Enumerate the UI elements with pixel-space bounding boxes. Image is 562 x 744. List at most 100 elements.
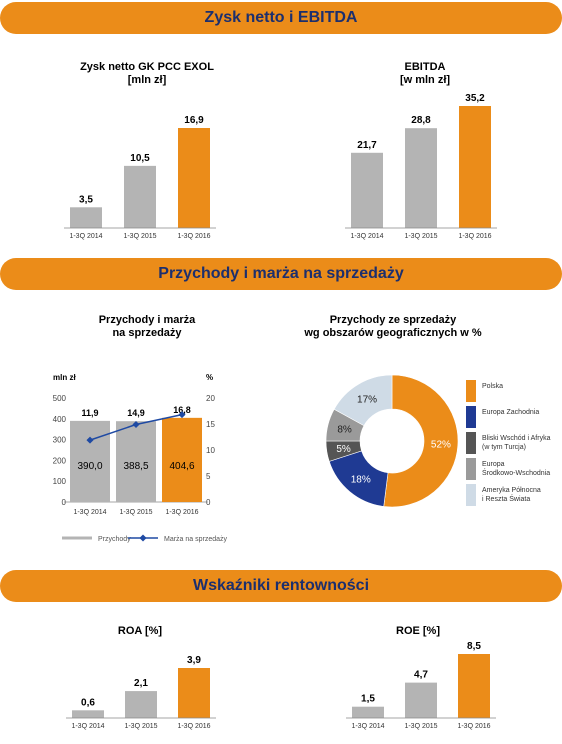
section-banner-profit: Zysk netto i EBITDA	[0, 2, 562, 34]
pie-legend-label-line1: Europa Zachodnia	[482, 409, 540, 416]
rev-bar	[162, 417, 202, 502]
ebitda-data-label: 21,7	[357, 140, 377, 151]
rev-y2-tick-label: 10	[206, 446, 215, 455]
pie-legend-label: Europa Zachodnia	[482, 406, 539, 417]
rev-y2-tick-label: 20	[206, 394, 215, 403]
section-title-revenue: Przychody i marża na sprzedaży	[158, 265, 404, 282]
net-subtitle: [mln zł]	[128, 74, 167, 86]
pie-legend-label-line2: (w tym Turcja)	[482, 444, 526, 451]
roe-data-label: 4,7	[414, 670, 428, 681]
rev-y-tick-label: 100	[53, 477, 67, 486]
section-title-profitability: Wskaźniki rentowności	[192, 577, 370, 594]
ebitda-bar	[459, 106, 491, 228]
pie-legend: Polska Europa Zachodnia Bliski Wschód i Af…	[466, 380, 560, 520]
roe-bar	[405, 682, 437, 718]
pie-legend-item: Europa Środkowo-Wschodnia	[466, 458, 560, 480]
section-banner-revenue: Przychody i marża na sprzedaży	[0, 258, 562, 290]
ebitda-bar	[351, 152, 383, 228]
rev-x-tick-label: 1-3Q 2016	[165, 509, 198, 516]
roa-data-label: 3,9	[187, 655, 201, 666]
pie-legend-swatch	[466, 406, 476, 428]
ebitda-data-label: 28,8	[411, 115, 431, 126]
rev-subtitle: na sprzedaży	[112, 327, 182, 339]
net-data-label: 3,5	[79, 194, 93, 205]
pie-legend-label-line2: i Reszta Świata	[482, 496, 531, 503]
rev-margin-label: 16,8	[173, 405, 191, 415]
geo-subtitle: wg obszarów geograficznych w %	[303, 327, 481, 339]
pie-legend-swatch	[466, 380, 476, 402]
rev-left-unit: mln zł	[53, 373, 76, 382]
rev-bar-label: 390,0	[77, 461, 102, 472]
rev-margin-marker	[178, 411, 186, 419]
geo-slice	[333, 374, 393, 426]
rev-legend-label-margin: Marża na sprzedaży	[164, 536, 228, 543]
ebitda-bar	[405, 128, 437, 228]
rev-y2-tick-label: 5	[206, 472, 211, 481]
net-bar	[70, 207, 102, 228]
net-x-tick-label: 1-3Q 2016	[177, 233, 210, 240]
roe-data-label: 8,5	[467, 641, 481, 652]
net-data-label: 16,9	[184, 115, 204, 126]
geo-title: Przychody ze sprzedaży	[330, 314, 457, 326]
pie-legend-label-line1: Polska	[482, 383, 504, 390]
pie-legend-label-line1: Europa	[482, 461, 505, 468]
rev-margin-label: 11,9	[81, 408, 98, 418]
rev-x-tick-label: 1-3Q 2015	[119, 509, 152, 516]
rev-bar	[70, 420, 110, 502]
pie-legend-label: Polska	[482, 380, 503, 391]
roe-bar	[458, 654, 490, 718]
net-data-label: 10,5	[130, 153, 150, 164]
ebitda-x-tick-label: 1-3Q 2015	[404, 233, 437, 240]
pie-legend-item: Bliski Wschód i Afryka (w tym Turcja)	[466, 432, 560, 454]
pie-legend-label: Ameryka Północna i Reszta Świata	[482, 484, 541, 504]
roa-bar	[72, 710, 104, 718]
ebitda-x-tick-label: 1-3Q 2014	[350, 233, 383, 240]
ebitda-title: EBITDA	[405, 61, 446, 73]
ebitda-x-tick-label: 1-3Q 2016	[458, 233, 491, 240]
pie-legend-label: Bliski Wschód i Afryka (w tym Turcja)	[482, 432, 550, 452]
rev-margin-marker	[132, 420, 140, 429]
roa-x-tick-label: 1-3Q 2016	[177, 723, 210, 730]
section-banner-profitability: Wskaźniki rentowności	[0, 570, 562, 602]
roa-bar	[178, 668, 210, 718]
roe-title: ROE [%]	[396, 625, 440, 637]
rev-margin-marker	[86, 436, 94, 444]
rev-right-unit: %	[206, 373, 213, 382]
roe-x-tick-label: 1-3Q 2016	[457, 723, 490, 730]
roe-data-label: 1,5	[361, 694, 375, 705]
geo-slice	[383, 374, 459, 508]
geo-slice-label: 8%	[337, 424, 352, 435]
rev-y-tick-label: 300	[53, 436, 67, 445]
geo-slice-label: 18%	[351, 474, 371, 485]
roe-bar	[352, 706, 384, 718]
rev-title: Przychody i marża	[99, 314, 196, 326]
pie-legend-label-line2: Środkowo-Wschodnia	[482, 470, 551, 477]
geo-slice-label: 5%	[336, 444, 351, 455]
rev-y2-tick-label: 0	[206, 498, 211, 507]
roa-data-label: 0,6	[81, 697, 95, 708]
rev-bar-label: 404,6	[169, 461, 194, 472]
net-title: Zysk netto GK PCC EXOL	[80, 61, 214, 73]
rev-y-tick-label: 200	[53, 456, 67, 465]
rev-margin-label: 14,9	[127, 408, 145, 418]
rev-y-tick-label: 0	[62, 498, 67, 507]
rev-y2-tick-label: 15	[206, 420, 215, 429]
roa-x-tick-label: 1-3Q 2015	[124, 723, 157, 730]
rev-bar	[116, 421, 156, 502]
net-bar	[178, 128, 210, 228]
ebitda-subtitle: [w mln zł]	[400, 74, 450, 86]
net-bar	[124, 165, 156, 228]
pie-legend-item: Ameryka Północna i Reszta Świata	[466, 484, 560, 506]
roa-x-tick-label: 1-3Q 2014	[71, 723, 104, 730]
pie-legend-item: Polska	[466, 380, 560, 402]
pie-legend-label-line1: Bliski Wschód i Afryka	[482, 435, 551, 442]
roa-data-label: 2,1	[134, 678, 148, 689]
roa-bar	[125, 691, 157, 718]
pie-legend-label-line1: Ameryka Północna	[482, 487, 541, 494]
pie-legend-swatch	[466, 432, 476, 454]
geo-slice-label: 52%	[431, 440, 451, 451]
rev-y-tick-label: 500	[53, 394, 67, 403]
rev-y-tick-label: 400	[53, 415, 67, 424]
section-title-profit: Zysk netto i EBITDA	[204, 9, 358, 26]
